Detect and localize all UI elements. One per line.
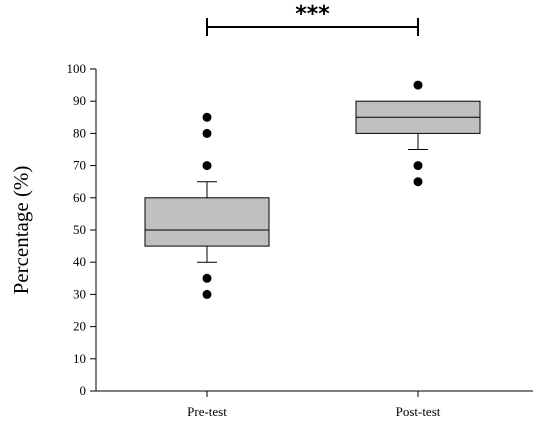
y-tick-label-10: 10 — [73, 351, 86, 366]
y-tick-label-0: 0 — [80, 383, 87, 398]
y-tick-label-50: 50 — [73, 222, 86, 237]
y-tick-label-20: 20 — [73, 319, 86, 334]
x-tick-label-1: Pre-test — [187, 404, 227, 419]
outlier-point — [202, 128, 212, 138]
significance-bracket: *** — [206, 2, 419, 36]
outlier-point — [202, 161, 212, 171]
x-tick-label-2: Post-test — [396, 404, 441, 419]
y-tick-label-70: 70 — [73, 158, 86, 173]
y-tick-label-90: 90 — [73, 93, 86, 108]
y-tick-label-100: 100 — [67, 61, 87, 76]
outlier-point — [413, 161, 423, 171]
outlier-point — [202, 112, 212, 122]
outlier-point — [202, 273, 212, 283]
y-axis-title: Percentage (%) — [9, 166, 33, 295]
y-tick-label-40: 40 — [73, 254, 86, 269]
outlier-point — [413, 80, 423, 90]
y-tick-label-30: 30 — [73, 286, 86, 301]
axes: 0 10 20 30 40 50 60 70 80 90 100 Pre-test Post-test — [67, 61, 533, 419]
box-rect — [144, 197, 270, 247]
significance-label: *** — [295, 2, 330, 27]
boxes — [144, 80, 481, 299]
outlier-point — [202, 289, 212, 299]
y-tick-label-80: 80 — [73, 125, 86, 140]
outlier-point — [413, 177, 423, 187]
box-1 — [144, 112, 270, 299]
y-tick-label-60: 60 — [73, 190, 86, 205]
box-2 — [355, 80, 481, 187]
